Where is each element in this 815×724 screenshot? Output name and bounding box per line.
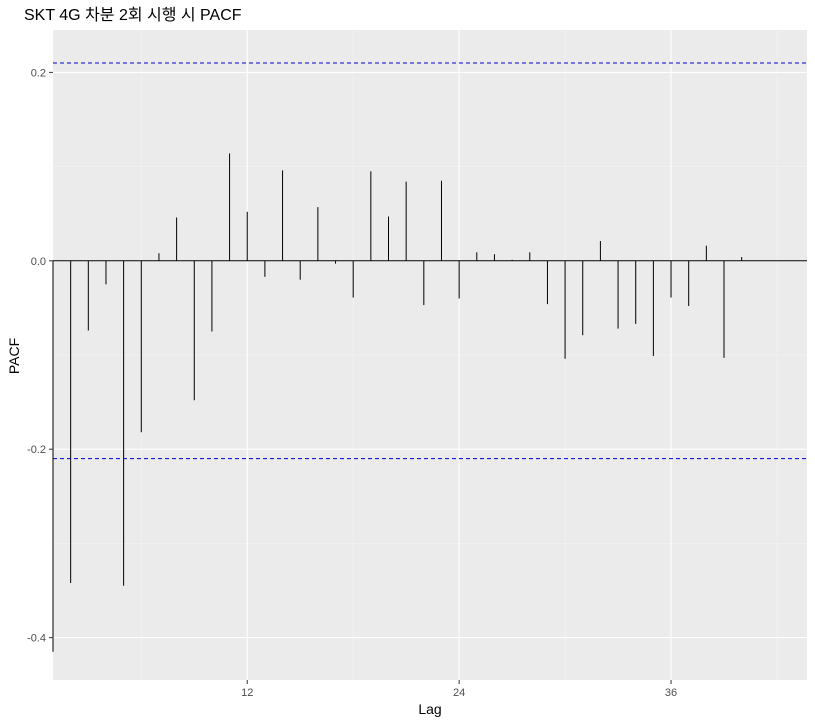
- y-tick-label: -0.2: [27, 444, 46, 456]
- y-axis-title: PACF: [6, 338, 22, 374]
- chart-title: SKT 4G 차분 2회 시행 시 PACF: [24, 6, 242, 24]
- x-tick-label: 12: [241, 687, 253, 699]
- y-axis-ticks: -0.4 -0.2 0.0 0.2: [27, 67, 53, 645]
- y-tick-label: 0.0: [31, 256, 46, 268]
- pacf-bars: [52, 153, 743, 652]
- x-axis-title: Lag: [418, 701, 441, 717]
- x-tick-label: 24: [453, 687, 465, 699]
- y-tick-label: 0.2: [31, 67, 46, 79]
- x-tick-label: 36: [665, 687, 677, 699]
- y-tick-label: -0.4: [27, 633, 46, 645]
- x-axis-ticks: 12 24 36: [241, 680, 677, 699]
